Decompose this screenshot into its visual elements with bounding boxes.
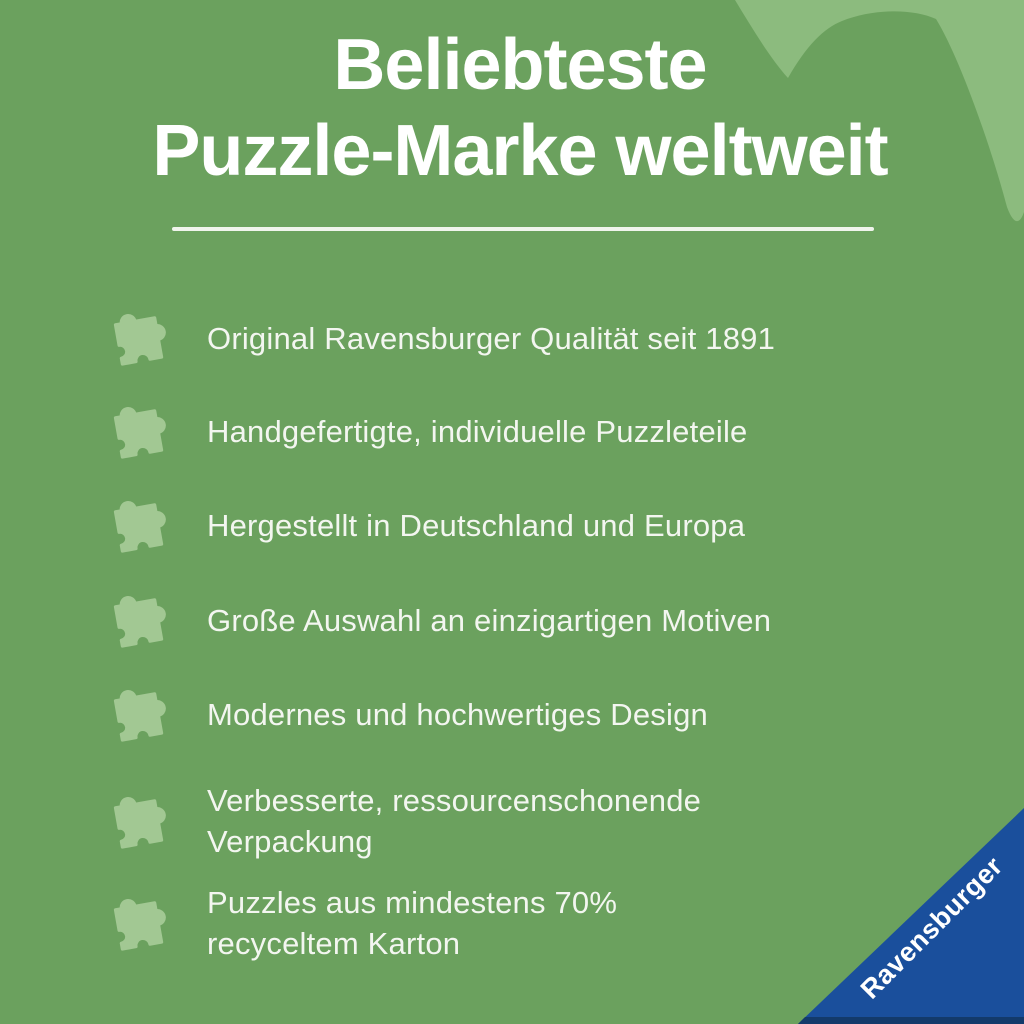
- title-underline: [172, 227, 874, 231]
- page-title: Beliebteste Puzzle-Marke weltweit: [16, 22, 1024, 194]
- feature-text: Verbesserte, ressourcenschonende Verpack…: [207, 783, 702, 859]
- puzzle-piece-icon: [103, 889, 172, 957]
- feature-item: Handgefertigte, individuelle Puzzleteile: [108, 400, 908, 462]
- puzzle-piece-icon: [103, 491, 172, 559]
- feature-item: Modernes und hochwertiges Design: [108, 683, 908, 745]
- feature-item: Hergestellt in Deutschland und Europa: [108, 494, 908, 556]
- feature-text: Große Auswahl an einzigartigen Motiven: [207, 602, 772, 638]
- page-title-line-2: Puzzle-Marke weltweit: [152, 111, 888, 191]
- feature-item: Verbesserte, ressourcenschonende Verpack…: [108, 780, 908, 862]
- feature-text: Puzzles aus mindestens 70% recyceltem Ka…: [207, 885, 618, 961]
- puzzle-piece-icon: [103, 680, 172, 748]
- feature-item: Puzzles aus mindestens 70% recyceltem Ka…: [108, 882, 908, 964]
- feature-item: Große Auswahl an einzigartigen Motiven: [108, 589, 908, 651]
- puzzle-piece-icon: [103, 304, 172, 372]
- page-title-line-1: Beliebteste: [333, 25, 707, 105]
- feature-item: Original Ravensburger Qualität seit 1891: [108, 307, 908, 369]
- brand-corner-ribbon: [798, 808, 1024, 1024]
- feature-text: Modernes und hochwertiges Design: [207, 696, 708, 732]
- feature-text: Handgefertigte, individuelle Puzzleteile: [207, 413, 748, 449]
- feature-text: Hergestellt in Deutschland und Europa: [207, 507, 746, 543]
- puzzle-piece-icon: [103, 787, 172, 855]
- puzzle-piece-icon: [103, 397, 172, 465]
- puzzle-piece-icon: [103, 586, 172, 654]
- puzzle-wave-shape: [735, 0, 1024, 222]
- feature-text: Original Ravensburger Qualität seit 1891: [207, 320, 776, 356]
